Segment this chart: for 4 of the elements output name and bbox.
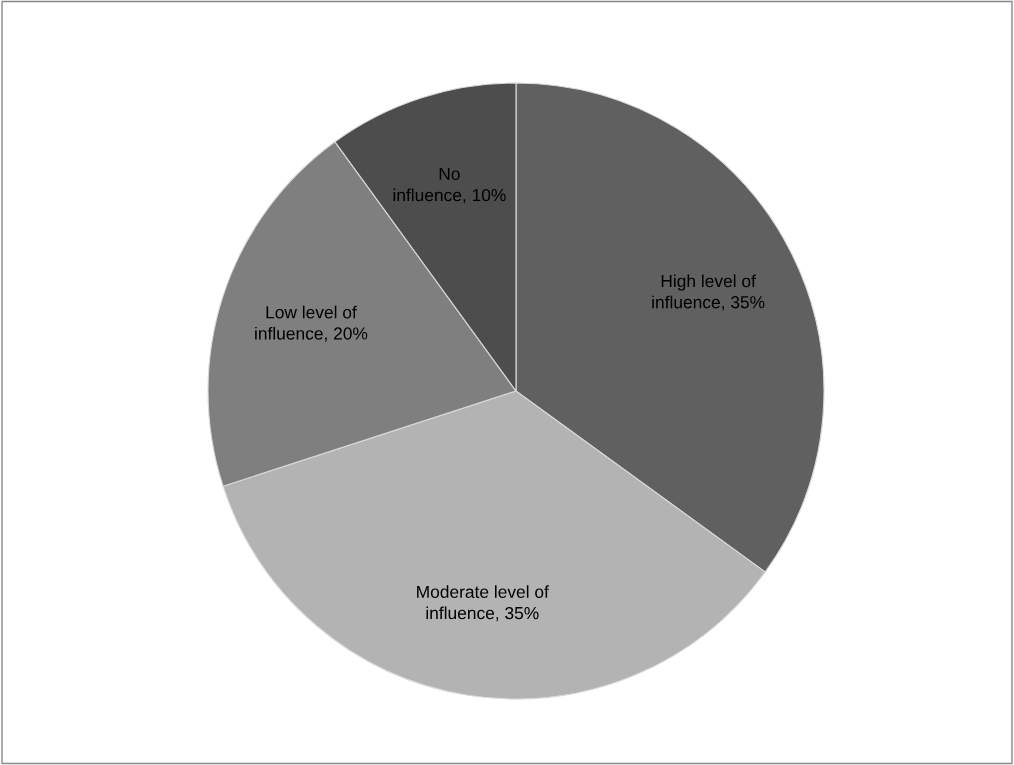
slice-label: Moderate level of influence, 35% bbox=[417, 585, 549, 622]
slice-label: Low level of influence, 20% bbox=[255, 305, 368, 342]
slice-label: High level of influence, 35% bbox=[652, 274, 765, 311]
slice-label: No influence, 10% bbox=[393, 167, 506, 204]
